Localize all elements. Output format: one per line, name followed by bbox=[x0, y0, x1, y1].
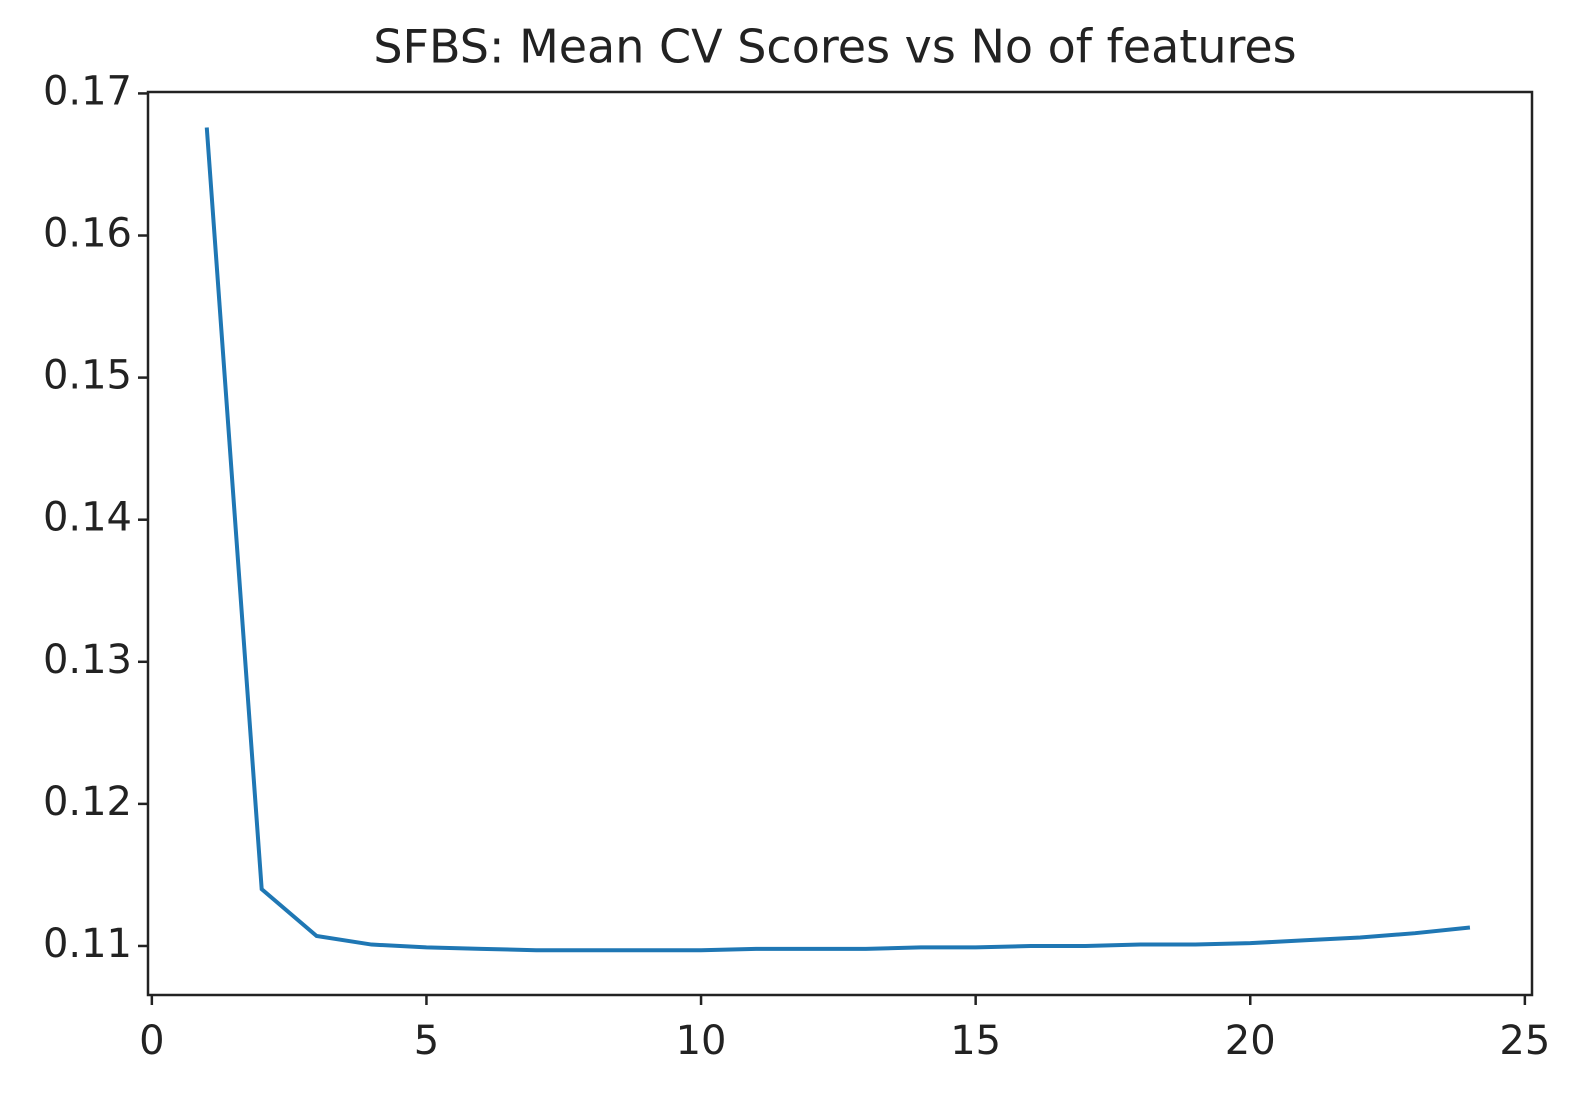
y-tick-label: 0.13 bbox=[43, 637, 132, 683]
x-tick-label: 25 bbox=[1499, 1018, 1550, 1064]
x-tick-label: 0 bbox=[139, 1018, 164, 1064]
x-tick-label: 10 bbox=[676, 1018, 727, 1064]
chart-title: SFBS: Mean CV Scores vs No of features bbox=[373, 20, 1296, 74]
y-tick-label: 0.17 bbox=[43, 68, 132, 114]
data-line bbox=[204, 127, 1471, 953]
y-tick-label: 0.11 bbox=[43, 921, 132, 967]
x-tick-label: 15 bbox=[950, 1018, 1001, 1064]
y-tick-label: 0.12 bbox=[43, 779, 132, 825]
x-tick-label: 20 bbox=[1225, 1018, 1276, 1064]
y-tick-label: 0.16 bbox=[43, 211, 132, 257]
x-tick-label: 5 bbox=[414, 1018, 439, 1064]
plot-frame bbox=[146, 90, 1534, 997]
y-tick-label: 0.15 bbox=[43, 353, 132, 399]
y-tick-label: 0.14 bbox=[43, 495, 132, 541]
